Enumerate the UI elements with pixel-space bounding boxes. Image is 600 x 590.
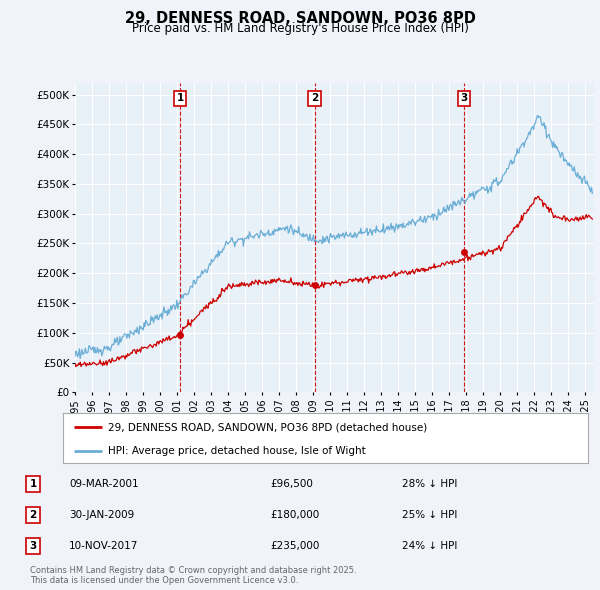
Text: £235,000: £235,000: [270, 541, 319, 550]
Text: 10-NOV-2017: 10-NOV-2017: [69, 541, 139, 550]
Text: 24% ↓ HPI: 24% ↓ HPI: [402, 541, 457, 550]
Text: 1: 1: [176, 93, 184, 103]
Text: Price paid vs. HM Land Registry's House Price Index (HPI): Price paid vs. HM Land Registry's House …: [131, 22, 469, 35]
Text: £180,000: £180,000: [270, 510, 319, 520]
Text: 3: 3: [460, 93, 467, 103]
Text: 3: 3: [29, 541, 37, 550]
Text: 1: 1: [29, 480, 37, 489]
Text: 2: 2: [311, 93, 318, 103]
Text: 25% ↓ HPI: 25% ↓ HPI: [402, 510, 457, 520]
Text: Contains HM Land Registry data © Crown copyright and database right 2025.
This d: Contains HM Land Registry data © Crown c…: [30, 566, 356, 585]
Text: 28% ↓ HPI: 28% ↓ HPI: [402, 480, 457, 489]
Text: £96,500: £96,500: [270, 480, 313, 489]
Text: 09-MAR-2001: 09-MAR-2001: [69, 480, 139, 489]
Text: 2: 2: [29, 510, 37, 520]
Text: 29, DENNESS ROAD, SANDOWN, PO36 8PD: 29, DENNESS ROAD, SANDOWN, PO36 8PD: [125, 11, 475, 25]
Text: 30-JAN-2009: 30-JAN-2009: [69, 510, 134, 520]
Text: HPI: Average price, detached house, Isle of Wight: HPI: Average price, detached house, Isle…: [107, 445, 365, 455]
Text: 29, DENNESS ROAD, SANDOWN, PO36 8PD (detached house): 29, DENNESS ROAD, SANDOWN, PO36 8PD (det…: [107, 422, 427, 432]
